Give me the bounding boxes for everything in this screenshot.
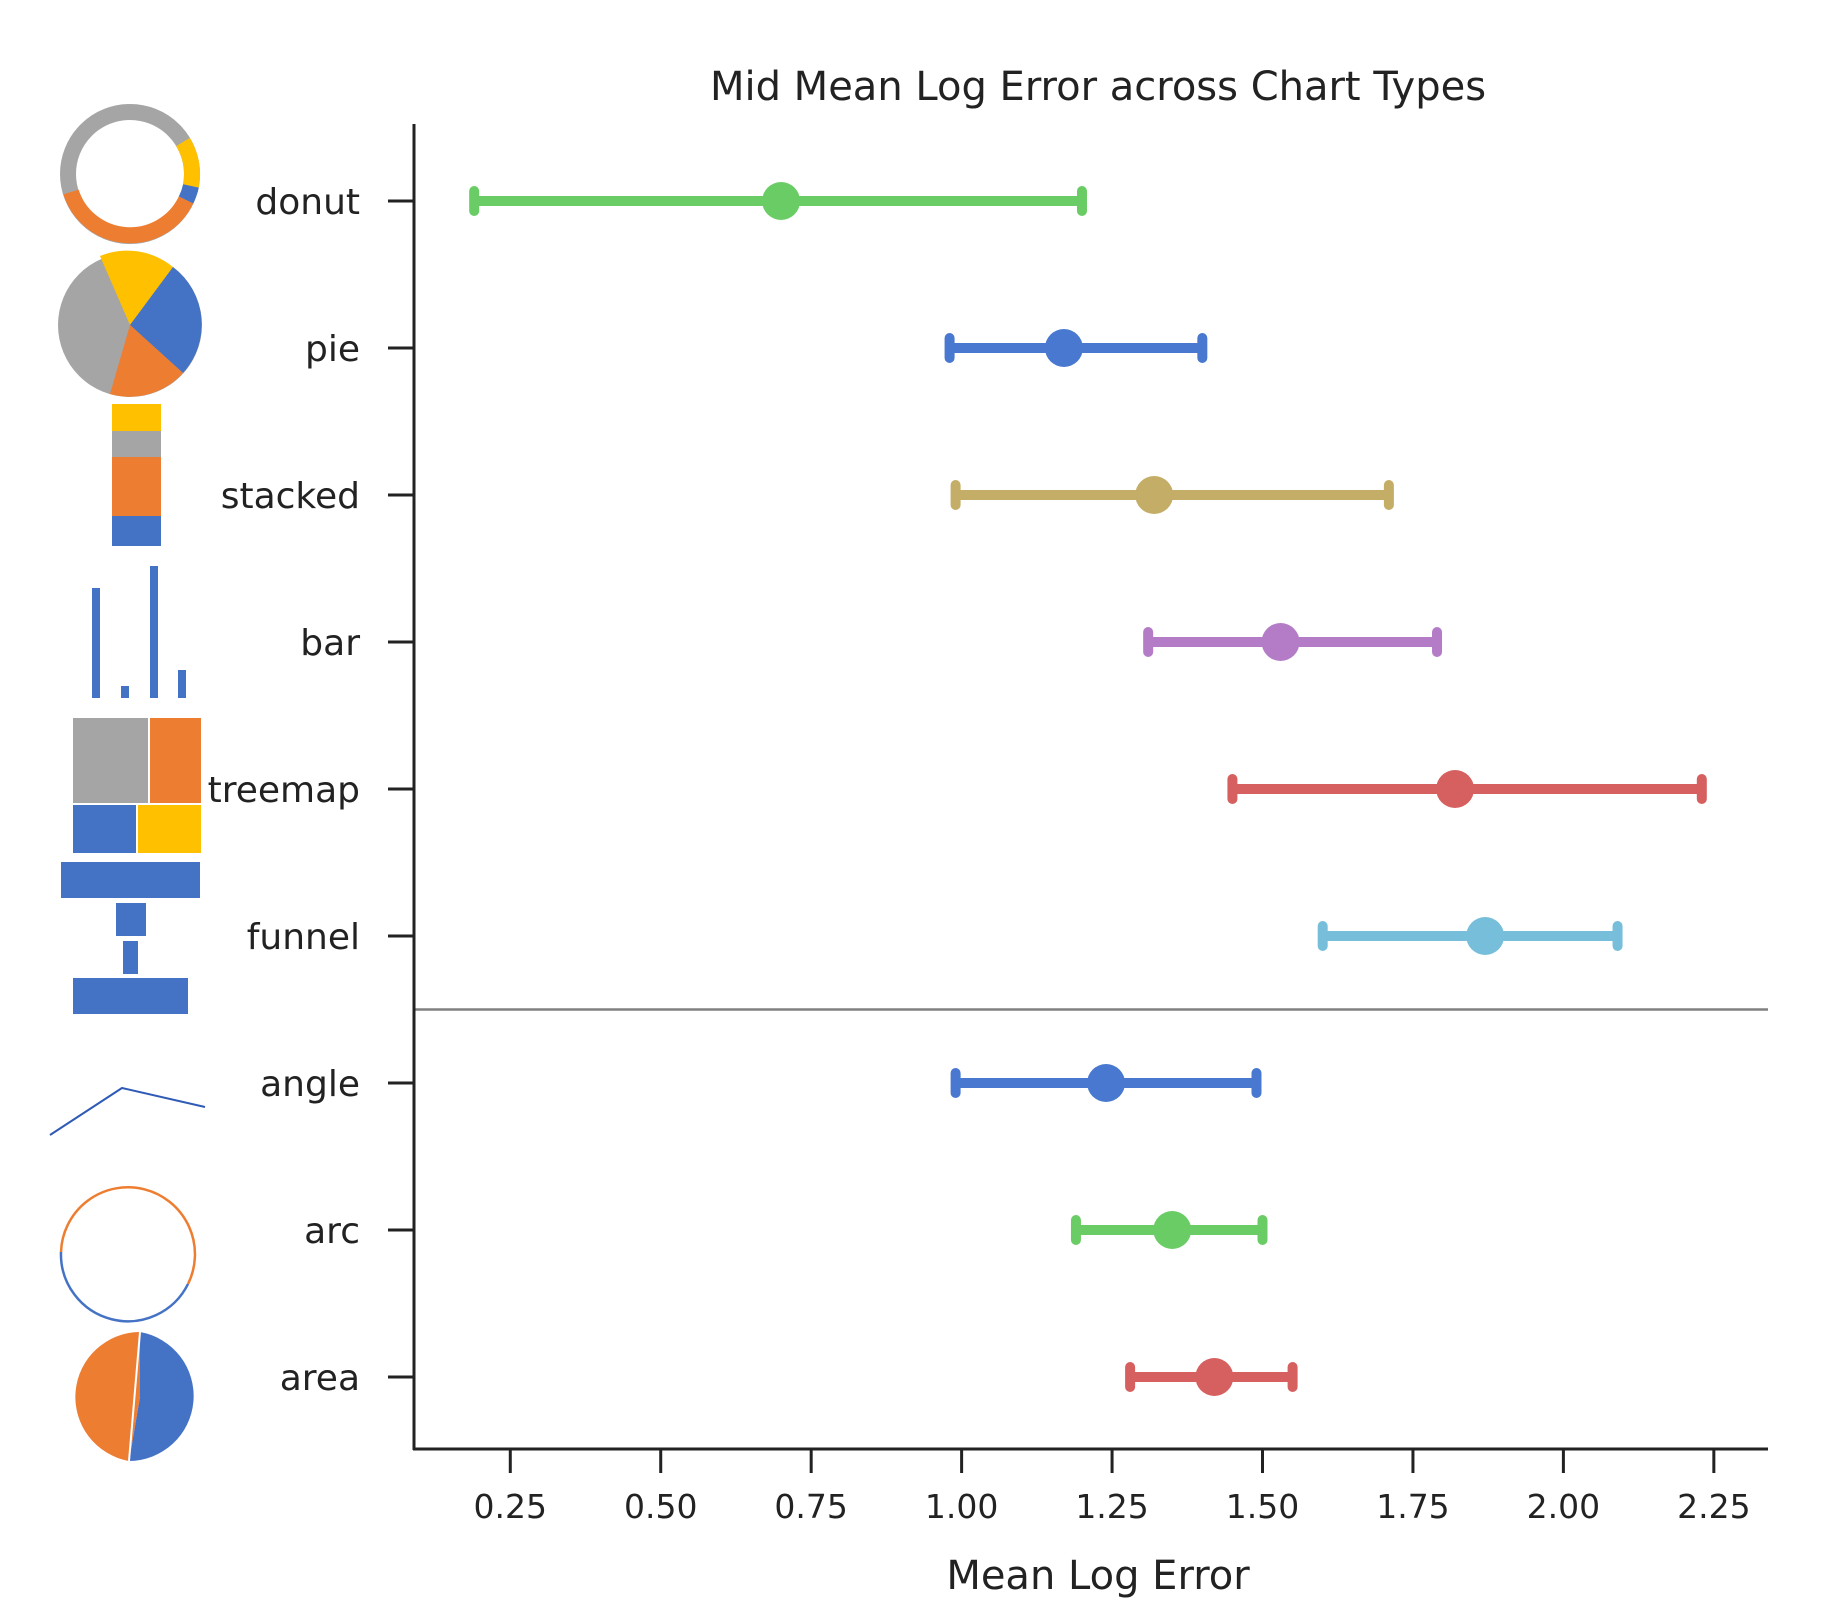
x-axis: 0.25 0.50 0.75 1.00 1.25 1.50 1.75 2.00 2.25 (413, 1447, 1768, 1526)
area-thumbnail-icon (75, 1331, 194, 1462)
mean-point (1261, 623, 1300, 661)
error-bar-pie (944, 329, 1208, 367)
chart-title: Mid Mean Log Error across Chart Types (710, 64, 1486, 110)
error-bar-area (1125, 1358, 1298, 1396)
mean-point (762, 182, 801, 220)
pie-thumbnail-icon (58, 250, 202, 397)
x-tick-label: 1.75 (1376, 1487, 1449, 1526)
y-tick-label-arc: arc (304, 1211, 360, 1252)
bar-thumbnail-icon (92, 566, 186, 698)
y-tick-label-pie: pie (305, 329, 360, 370)
treemap-thumbnail-icon (73, 718, 201, 853)
mean-point (1466, 917, 1505, 955)
x-tick-label: 2.00 (1527, 1487, 1600, 1526)
error-bar-treemap (1227, 770, 1707, 808)
angle-thumbnail-icon (49, 1086, 206, 1136)
x-tick-label: 1.50 (1226, 1487, 1299, 1526)
mean-point (1044, 329, 1083, 367)
x-tick-label: 2.25 (1677, 1487, 1750, 1526)
x-tick-label: 1.00 (925, 1487, 998, 1526)
mean-point (1153, 1211, 1192, 1249)
error-bar-bar (1143, 623, 1443, 661)
mean-point (1195, 1358, 1234, 1396)
y-tick-label-donut: donut (255, 182, 360, 223)
y-tick-label-angle: angle (260, 1064, 360, 1105)
plot-area (414, 182, 1768, 1396)
mean-point (1087, 1064, 1126, 1102)
funnel-thumbnail-icon (61, 862, 200, 1014)
chart-type-icons (49, 104, 206, 1462)
x-tick-label: 0.25 (474, 1487, 547, 1526)
x-tick-label: 0.75 (774, 1487, 847, 1526)
y-tick-label-bar: bar (300, 623, 360, 664)
y-axis: donut pie stacked bar treemap funnel angle arc a… (208, 124, 416, 1450)
y-tick-label-stacked: stacked (221, 476, 360, 517)
mean-point (1135, 476, 1174, 514)
error-bar-funnel (1317, 917, 1623, 955)
x-tick-label: 1.25 (1075, 1487, 1148, 1526)
x-tick-label: 0.50 (624, 1487, 697, 1526)
y-tick-label-treemap: treemap (208, 770, 360, 811)
y-tick-label-funnel: funnel (247, 917, 360, 958)
arc-thumbnail-icon (59, 1186, 197, 1323)
error-bar-donut (469, 182, 1087, 220)
stacked-thumbnail-icon (112, 404, 161, 546)
donut-thumbnail-icon (60, 104, 201, 244)
mean-point (1436, 770, 1475, 808)
error-bar-angle (950, 1064, 1262, 1102)
error-bar-arc (1070, 1211, 1268, 1249)
error-bar-stacked (950, 476, 1394, 514)
y-tick-label-area: area (280, 1358, 360, 1399)
x-axis-label: Mean Log Error (946, 1553, 1250, 1599)
